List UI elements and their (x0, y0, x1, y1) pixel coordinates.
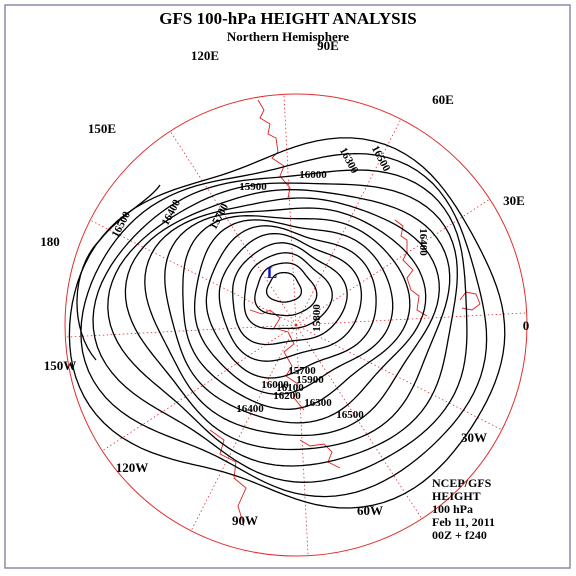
contour-label: 16000 (261, 379, 289, 391)
meridian (295, 312, 527, 326)
longitude-label: 90W (232, 513, 258, 528)
contour-label: 16400 (236, 403, 264, 415)
longitude-label: 60W (357, 503, 383, 518)
contour-label: 16100 (276, 382, 304, 394)
info-line: Feb 11, 2011 (432, 515, 495, 529)
meridian (295, 324, 423, 519)
coastline (394, 219, 428, 317)
info-line: NCEP/GFS (432, 476, 492, 490)
title: GFS 100-hPa HEIGHT ANALYSIS (159, 9, 416, 28)
contour (243, 252, 333, 330)
longitude-label: 60E (432, 92, 454, 107)
meridian (295, 118, 402, 326)
longitude-label: 180 (40, 234, 60, 249)
contour-label: 16300 (304, 397, 332, 409)
contour-label: 15900 (296, 374, 324, 386)
contour (254, 262, 318, 317)
contour-label: 16500 (336, 409, 364, 421)
meridian (89, 219, 297, 326)
longitude-label: 90E (317, 38, 339, 53)
meridian (169, 131, 297, 326)
info-line: 100 hPa (432, 502, 473, 516)
longitude-label: 150E (88, 121, 116, 136)
contour (218, 232, 363, 362)
contour-label: 16300 (337, 146, 361, 176)
coastline (249, 309, 305, 411)
frame (4, 4, 571, 569)
contour-label: 15800 (311, 304, 323, 332)
contour (80, 152, 488, 498)
contour-labels: 16500 16300 16000 15900 15700 16400 1650… (110, 144, 429, 421)
meridian (190, 324, 297, 532)
contour-label: 16000 (299, 169, 327, 181)
meridian (65, 324, 297, 338)
contour (164, 207, 427, 424)
longitude-label: 120E (191, 48, 219, 63)
longitude-label: 0 (523, 318, 530, 333)
coastline (257, 99, 291, 199)
low-marker: L (267, 265, 278, 282)
meridian (295, 324, 309, 556)
contour (193, 219, 394, 395)
contour (265, 271, 303, 303)
contour (68, 137, 506, 509)
info-line: 00Z + f240 (432, 528, 487, 542)
longitude-label: 30W (461, 430, 487, 445)
contour-label: 15700 (288, 365, 316, 377)
contour (232, 242, 348, 346)
contour (124, 188, 451, 451)
contour (107, 182, 458, 467)
meridian (102, 324, 297, 452)
longitude-label: 30E (503, 193, 525, 208)
coastline (299, 439, 341, 469)
coastlines (209, 99, 481, 527)
contour-label: 15900 (239, 181, 267, 193)
contours (68, 137, 506, 509)
contour (182, 215, 411, 410)
subtitle: Northern Hemisphere (227, 29, 349, 44)
longitude-label: 120W (116, 460, 149, 475)
contour-label: 16500 (369, 144, 393, 174)
coastline (459, 291, 481, 311)
info-line: HEIGHT (432, 489, 481, 503)
meridian (283, 94, 297, 326)
coastline (209, 429, 247, 527)
contour-label: 16200 (273, 390, 301, 402)
hemisphere-boundary (64, 93, 528, 557)
contour (92, 169, 468, 483)
contour (144, 197, 440, 437)
contour (205, 225, 377, 379)
longitude-label: 150W (44, 358, 77, 373)
contour (76, 184, 161, 361)
meridian (295, 324, 503, 431)
contour-label: 16400 (417, 228, 429, 256)
